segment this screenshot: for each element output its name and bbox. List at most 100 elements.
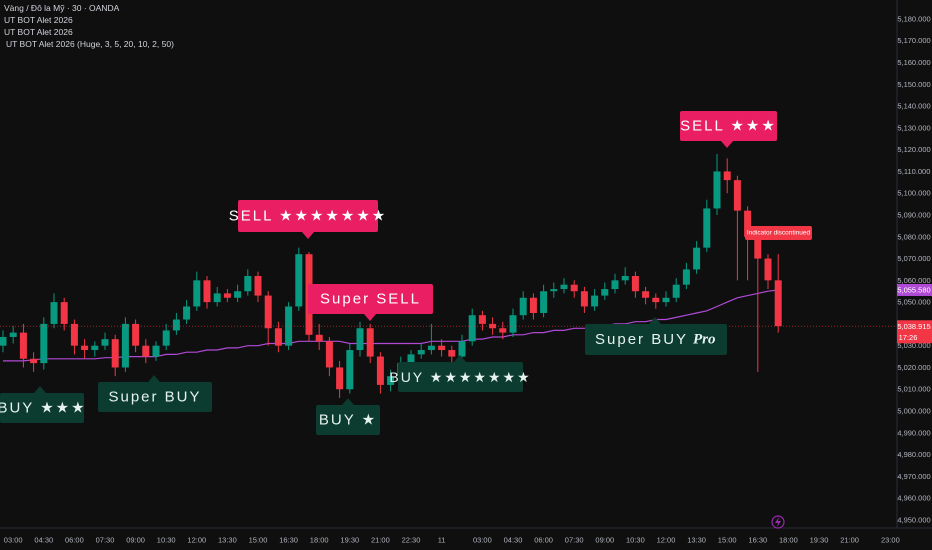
signal-pointer [302,232,314,239]
countdown-label: 17:26 [899,333,918,342]
candle-body [438,345,446,351]
candle-body [183,306,191,320]
candle-body [346,350,354,390]
y-tick-label: 4,990.000 [897,428,930,437]
signal-label-box [308,284,433,314]
candle-body [70,323,78,346]
candle-body [611,280,619,290]
candle-body [9,332,17,337]
candle-body [448,350,456,357]
signal-label-box [398,362,523,392]
current-price-label: 5,038.915 [897,322,930,331]
indicator-label: UT BOT Alet 2026 (Huge, 3, 5, 20, 10, 2,… [6,39,174,49]
y-tick-label: 5,020.000 [897,363,930,372]
candle-body [356,328,364,351]
x-tick-label: 15:00 [718,536,737,545]
candle-body [213,293,221,303]
moving-average [3,289,779,362]
signal-pointer [454,355,466,362]
y-tick-label: 5,100.000 [897,189,930,198]
candle-body [325,341,333,368]
candle-body [468,315,476,342]
candle-body [40,323,48,364]
candle-body [121,323,129,368]
y-tick-label: 5,130.000 [897,123,930,132]
candle-body [91,345,99,351]
candle-body [376,356,384,385]
candle-body [458,341,466,357]
candle-body [723,171,731,181]
current-price-box [897,320,932,344]
x-tick-label: 06:00 [534,536,553,545]
x-tick-label: 18:00 [779,536,798,545]
ma-price-label: 5,055.580 [897,285,930,294]
candle-body [519,297,527,316]
x-tick-label: 04:30 [504,536,523,545]
candle-body [203,280,211,303]
y-tick-label: 5,180.000 [897,14,930,23]
candle-body [336,367,344,390]
y-tick-label: 5,170.000 [897,36,930,45]
signal-label: SELL ★★★★★★★ [229,208,387,225]
candle-body [591,295,599,307]
y-tick-label: 5,050.000 [897,298,930,307]
candle-body [274,328,282,346]
candle-body [417,350,425,355]
y-tick-label: 4,970.000 [897,472,930,481]
candle-body [733,180,741,211]
x-tick-label: 10:30 [626,536,645,545]
candle-body [478,315,486,324]
x-tick-label: 19:30 [340,536,359,545]
candle-body [295,254,303,307]
y-tick-label: 5,160.000 [897,58,930,67]
candle-body [111,339,119,368]
x-tick-label: 21:00 [371,536,390,545]
candle-body [19,332,27,359]
y-tick-label: 4,980.000 [897,450,930,459]
signal-label-box [316,405,380,435]
candle-body [509,315,517,333]
candle-body [407,354,415,364]
x-tick-label: 22:30 [402,536,421,545]
y-tick-label: 5,140.000 [897,102,930,111]
candle-body [580,291,588,307]
candle-body [652,297,660,303]
candle-body [366,328,374,357]
y-tick-label: 4,950.000 [897,515,930,524]
x-tick-label: 04:30 [34,536,53,545]
signal-pointer [649,317,661,324]
x-tick-label: 07:30 [565,536,584,545]
candle-body [132,323,140,346]
candle-body [682,269,690,285]
candle-body [529,297,537,314]
candle-body [162,330,170,346]
y-tick-label: 4,960.000 [897,494,930,503]
x-tick-label: 18:00 [310,536,329,545]
indicator-label: UT BOT Alet 2026 [4,27,73,37]
x-tick-label: 15:00 [249,536,268,545]
y-tick-label: 5,080.000 [897,232,930,241]
candle-body [703,208,711,248]
candle-body [621,275,629,281]
x-tick-label: 23:00 [881,536,900,545]
x-tick-label: 03:00 [4,536,23,545]
candle-body [601,289,609,296]
candle-body [427,345,435,351]
y-tick-label: 5,070.000 [897,254,930,263]
x-tick-label: 06:00 [65,536,84,545]
candle-body [764,258,772,281]
candle-body [387,376,395,385]
signal-label: BUY ★ [319,412,377,429]
candle-body [754,236,762,259]
x-tick-label: 16:30 [279,536,298,545]
candle-body [631,275,639,292]
y-tick-label: 5,150.000 [897,80,930,89]
y-tick-label: 5,110.000 [898,167,931,176]
signal-pointer [148,375,160,382]
candle-body [540,291,548,314]
signal-pointer [34,386,46,393]
alert-icon[interactable] [771,515,785,529]
candle-body [60,302,68,324]
signal-label-box [585,324,727,355]
